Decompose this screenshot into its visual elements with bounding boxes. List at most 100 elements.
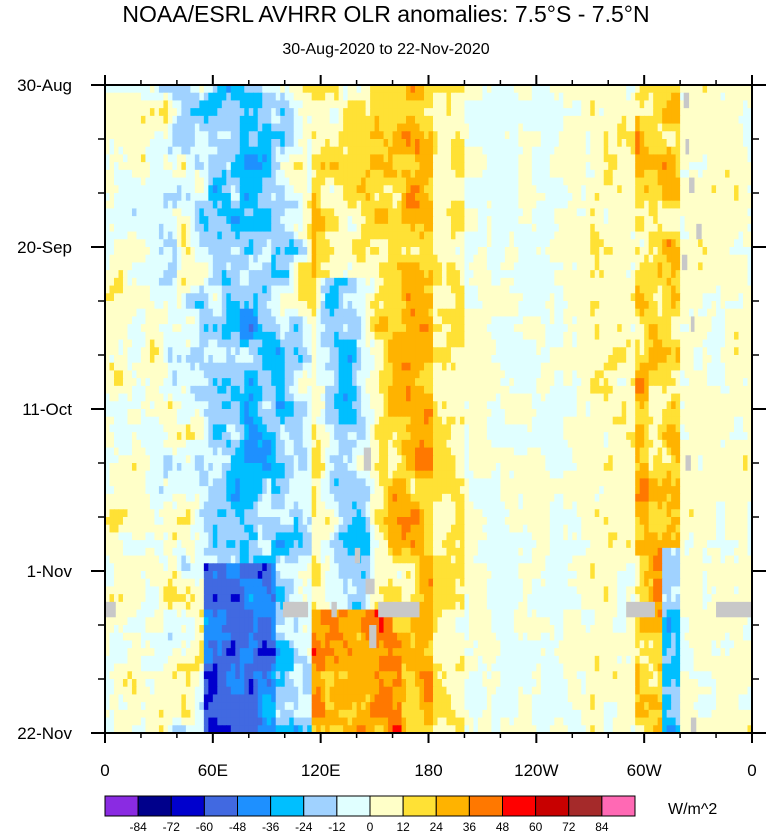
heatmap-cell (154, 301, 160, 310)
heatmap-cell (248, 316, 254, 325)
heatmap-cell (406, 231, 412, 240)
heatmap-cell (158, 316, 165, 325)
heatmap-cell (424, 108, 430, 117)
heatmap-cell (572, 331, 578, 341)
heatmap-cell (131, 254, 138, 264)
heatmap-cell (140, 185, 147, 194)
heatmap-cell (567, 115, 573, 125)
heatmap-cell (388, 285, 394, 294)
heatmap-cell (612, 331, 618, 341)
heatmap-cell (572, 200, 578, 210)
heatmap-cell (293, 231, 299, 240)
heatmap-cell (302, 270, 308, 279)
heatmap-cell (383, 92, 389, 102)
heatmap-cell (630, 131, 636, 140)
heatmap-cell (370, 339, 376, 348)
heatmap-cell (379, 177, 385, 186)
heatmap-cell (635, 285, 641, 294)
heatmap-cell (675, 146, 681, 156)
heatmap-cell (230, 154, 236, 163)
heatmap-cell (500, 247, 506, 256)
heatmap-cell (653, 131, 659, 140)
heatmap-cell (572, 185, 578, 194)
heatmap-cell (675, 85, 681, 94)
heatmap-cell (446, 285, 452, 294)
heatmap-cell (653, 339, 659, 348)
heatmap-cell (185, 92, 191, 102)
heatmap-cell (293, 146, 299, 156)
heatmap-cell (527, 208, 533, 217)
heatmap-cell (617, 301, 623, 310)
heatmap-cell (316, 254, 322, 264)
heatmap-cell (594, 308, 600, 318)
heatmap-cell (316, 339, 322, 348)
heatmap-cell (738, 262, 744, 271)
heatmap-cell (262, 200, 268, 210)
heatmap-cell (280, 92, 286, 102)
heatmap-cell (392, 308, 398, 318)
heatmap-cell (477, 139, 484, 148)
heatmap-cell (122, 262, 129, 271)
heatmap-cell (702, 316, 708, 325)
heatmap-cell (464, 223, 470, 233)
heatmap-cell (509, 208, 515, 217)
heatmap-cell (716, 200, 722, 210)
heatmap-cell (230, 169, 236, 179)
heatmap-cell (594, 216, 600, 225)
heatmap-cell (671, 331, 677, 341)
heatmap-cell (572, 324, 578, 333)
heatmap-cell (477, 85, 484, 94)
heatmap-cell (482, 208, 488, 217)
heatmap-cell (581, 270, 587, 279)
heatmap-cell (639, 208, 645, 217)
heatmap-cell (361, 331, 367, 341)
heatmap-cell (338, 162, 344, 171)
heatmap-cell (190, 200, 196, 210)
heatmap-cell (163, 223, 169, 233)
heatmap-cell (316, 108, 322, 117)
heatmap-cell (105, 239, 111, 248)
heatmap-cell (262, 208, 268, 217)
heatmap-cell (675, 108, 681, 117)
heatmap-cell (441, 200, 448, 210)
heatmap-cell (388, 131, 394, 140)
heatmap-cell (567, 139, 573, 148)
heatmap-cell (635, 277, 641, 287)
heatmap-cell (370, 216, 376, 225)
heatmap-cell (545, 277, 551, 287)
heatmap-cell (374, 277, 380, 287)
heatmap-cell (302, 162, 308, 171)
heatmap-cell (266, 208, 272, 217)
heatmap-cell (747, 139, 753, 148)
heatmap-cell (365, 293, 371, 302)
heatmap-cell (406, 223, 412, 233)
heatmap-cell (302, 139, 308, 148)
heatmap-cell (424, 115, 430, 125)
heatmap-cell (518, 154, 524, 163)
heatmap-cell (486, 231, 492, 240)
heatmap-cell (639, 108, 645, 117)
heatmap-cell (230, 308, 236, 318)
heatmap-cell (352, 308, 358, 318)
heatmap-cell (707, 131, 713, 140)
heatmap-cell (540, 177, 546, 186)
heatmap-cell (500, 262, 506, 271)
heatmap-cell (711, 231, 717, 240)
heatmap-cell (163, 139, 169, 148)
heatmap-cell (347, 92, 353, 102)
heatmap-cell (320, 301, 326, 310)
heatmap-cell (338, 324, 344, 333)
heatmap-cell (194, 216, 200, 225)
heatmap-cell (662, 177, 668, 186)
heatmap-cell (370, 208, 376, 217)
heatmap-cell (167, 200, 173, 210)
heatmap-cell (217, 100, 223, 109)
heatmap-cell (298, 223, 304, 233)
heatmap-cell (738, 100, 744, 109)
heatmap-cell (374, 169, 380, 179)
heatmap-cell (464, 162, 470, 171)
heatmap-cell (671, 308, 677, 318)
heatmap-cell (271, 100, 277, 109)
heatmap-cell (415, 193, 421, 202)
heatmap-cell (203, 293, 209, 302)
